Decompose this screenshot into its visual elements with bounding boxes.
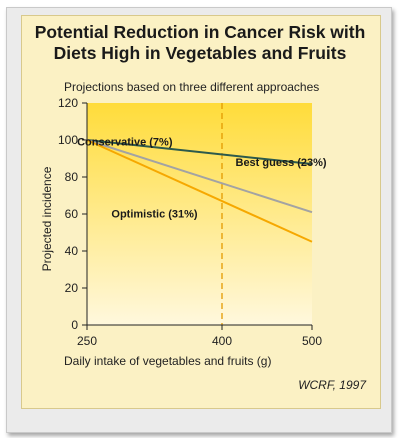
y-axis-label: Projected incidence [40,166,54,271]
chart-title: Potential Reduction in Cancer Risk with … [0,22,400,64]
series-line-optimistic [86,139,313,243]
plot-area [87,103,312,325]
series-line-best_guess [86,139,313,214]
x-tick-label: 500 [302,334,322,348]
x-tick-label: 250 [77,334,97,348]
x-axis-label: Daily intake of vegetables and fruits (g… [64,354,271,368]
series-label-best_guess: Best guess (23%) [236,157,327,169]
x-tick-label: 400 [212,334,232,348]
y-tick-label: 100 [58,133,78,147]
series-label-conservative: Conservative (7%) [77,137,173,149]
chart-subtitle: Projections based on three different app… [64,80,320,94]
y-tick-label: 60 [65,207,79,221]
chart-title-line-2: Diets High in Vegetables and Fruits [53,43,347,63]
y-tick-label: 80 [65,170,79,184]
source-credit: WCRF, 1997 [298,378,366,392]
y-tick-label: 20 [65,281,79,295]
series-line-conservative [86,139,313,166]
y-tick-label: 40 [65,244,79,258]
y-tick-label: 120 [58,96,78,110]
series-label-optimistic: Optimistic (31%) [111,209,198,221]
chart-title-line-1: Potential Reduction in Cancer Risk with [34,22,366,42]
y-tick-label: 0 [71,318,78,332]
